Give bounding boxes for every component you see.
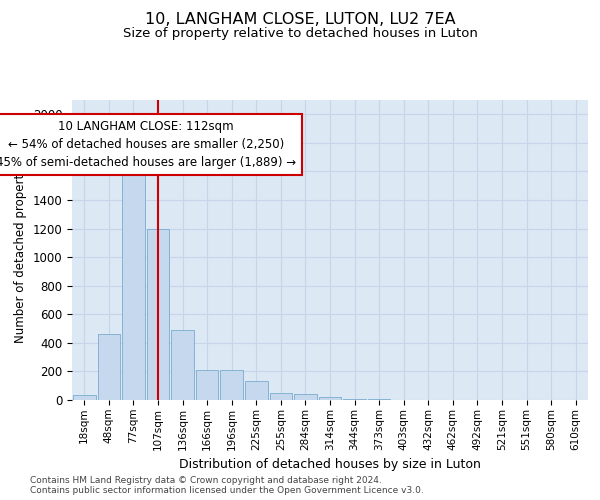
Bar — [98, 334, 120, 400]
Text: Contains HM Land Registry data © Crown copyright and database right 2024.
Contai: Contains HM Land Registry data © Crown c… — [30, 476, 424, 495]
Bar — [122, 172, 145, 400]
Bar — [220, 370, 243, 400]
Bar — [171, 330, 194, 400]
Y-axis label: Number of detached properties: Number of detached properties — [14, 157, 27, 343]
Text: Size of property relative to detached houses in Luton: Size of property relative to detached ho… — [122, 28, 478, 40]
Bar — [294, 394, 317, 400]
Bar — [196, 370, 218, 400]
Text: 10, LANGHAM CLOSE, LUTON, LU2 7EA: 10, LANGHAM CLOSE, LUTON, LU2 7EA — [145, 12, 455, 28]
Bar — [343, 398, 366, 400]
Text: 10 LANGHAM CLOSE: 112sqm
← 54% of detached houses are smaller (2,250)
45% of sem: 10 LANGHAM CLOSE: 112sqm ← 54% of detach… — [0, 120, 296, 169]
Bar — [146, 228, 169, 400]
Bar — [73, 395, 95, 400]
X-axis label: Distribution of detached houses by size in Luton: Distribution of detached houses by size … — [179, 458, 481, 471]
Bar — [319, 397, 341, 400]
Bar — [245, 382, 268, 400]
Bar — [269, 393, 292, 400]
